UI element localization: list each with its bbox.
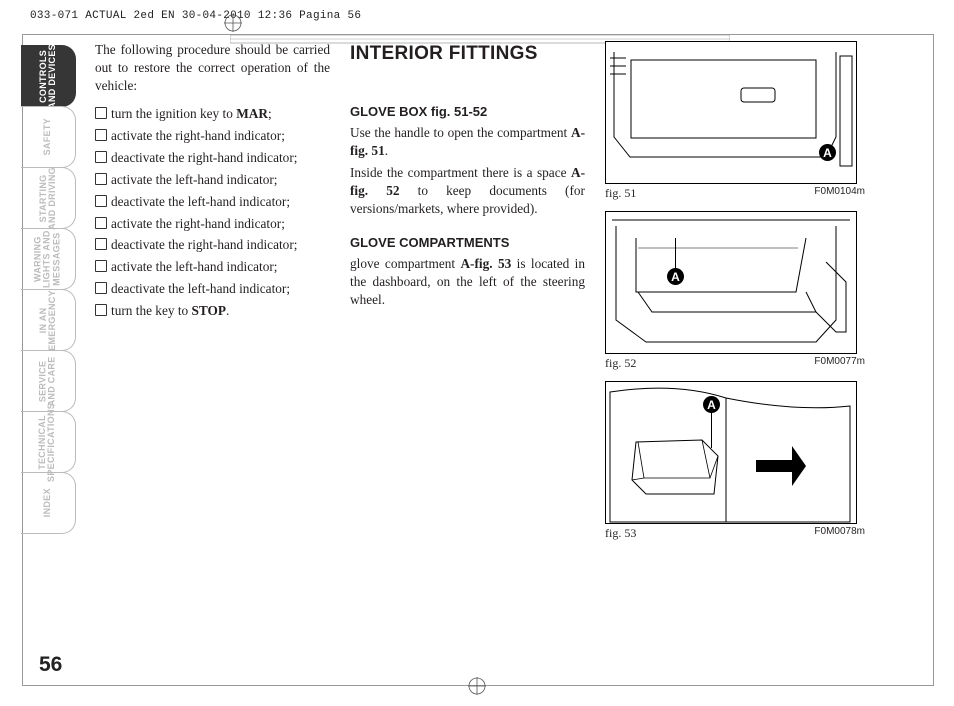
section-title: INTERIOR FITTINGS — [350, 41, 585, 67]
subheading-compartments: GLOVE COMPARTMENTS — [350, 234, 585, 252]
figure-code: F0M0078m — [814, 526, 865, 541]
body-text: glove compartment A-fig. 53 is located i… — [350, 255, 585, 309]
step-item: activate the left-hand indicator; — [95, 171, 330, 189]
tab-emergency[interactable]: IN AN EMERGENCY — [21, 289, 76, 351]
step-item: deactivate the right-hand indicator; — [95, 149, 330, 167]
body-text: Inside the compartment there is a space … — [350, 164, 585, 218]
registration-mark-bottom — [468, 677, 486, 700]
subheading-glovebox: GLOVE BOX fig. 51-52 — [350, 103, 585, 121]
callout-A: A — [703, 396, 720, 413]
tab-index[interactable]: INDEX — [21, 472, 76, 534]
step-item: deactivate the left-hand indicator; — [95, 193, 330, 211]
tab-warning-lights[interactable]: WARNING LIGHTS AND MESSAGES — [21, 228, 76, 290]
step-item: deactivate the left-hand indicator; — [95, 280, 330, 298]
step-item: activate the right-hand indicator; — [95, 215, 330, 233]
figure-code: F0M0077m — [814, 356, 865, 371]
figure-label: fig. 51 — [605, 186, 636, 201]
figure-code: F0M0104m — [814, 186, 865, 201]
body-text: Use the handle to open the compartment A… — [350, 124, 585, 160]
figure-label: fig. 52 — [605, 356, 636, 371]
callout-A: A — [667, 268, 684, 285]
step-item: deactivate the right-hand indicator; — [95, 236, 330, 254]
step-item: turn the ignition key to MAR; — [95, 105, 330, 123]
page-number: 56 — [39, 653, 62, 677]
figures-column: A fig. 51F0M0104m A f — [605, 41, 865, 551]
figure-53: A fig. 53 F0M0078m — [605, 381, 865, 541]
tab-starting-driving[interactable]: STARTING AND DRIVING — [21, 167, 76, 229]
column-middle: INTERIOR FITTINGS GLOVE BOX fig. 51-52 U… — [350, 41, 585, 313]
intro-text: The following procedure should be carrie… — [95, 41, 330, 95]
figure-label: fig. 53 — [605, 526, 636, 541]
callout-A: A — [819, 144, 836, 161]
figure-52: A fig. 52 F0M0077m — [605, 211, 865, 371]
step-item: turn the key to STOP. — [95, 302, 330, 320]
section-tabs: CONTROLS AND DEVICES SAFETY STARTING AND… — [21, 45, 76, 533]
page-frame: CONTROLS AND DEVICES SAFETY STARTING AND… — [22, 34, 934, 686]
step-item: activate the left-hand indicator; — [95, 258, 330, 276]
tab-safety[interactable]: SAFETY — [21, 106, 76, 168]
figure-51: A fig. 51 F0M0104m — [605, 41, 865, 201]
tab-controls-devices[interactable]: CONTROLS AND DEVICES — [21, 45, 76, 107]
step-item: activate the right-hand indicator; — [95, 127, 330, 145]
column-left: The following procedure should be carrie… — [95, 41, 330, 324]
tab-technical-specs[interactable]: TECHNICAL SPECIFICATIONS — [21, 411, 76, 473]
